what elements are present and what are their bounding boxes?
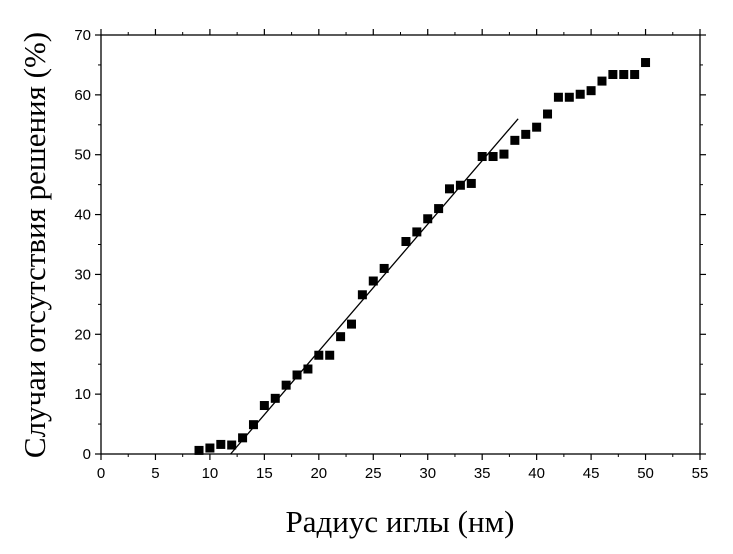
data-point bbox=[292, 370, 302, 380]
data-point bbox=[434, 204, 444, 214]
data-point bbox=[532, 122, 542, 132]
data-point bbox=[477, 152, 487, 162]
y-tick-label: 20 bbox=[74, 326, 91, 343]
data-point bbox=[412, 227, 422, 237]
y-tick-label: 40 bbox=[74, 207, 91, 224]
x-tick-label: 5 bbox=[151, 465, 159, 482]
data-point bbox=[227, 440, 237, 450]
data-point bbox=[336, 332, 346, 342]
data-point bbox=[379, 263, 389, 273]
data-point bbox=[238, 433, 248, 443]
fit-line bbox=[230, 118, 519, 455]
data-point bbox=[325, 350, 335, 360]
data-point bbox=[346, 319, 356, 329]
data-point bbox=[597, 76, 607, 86]
x-tick-label: 15 bbox=[256, 465, 273, 482]
data-point bbox=[553, 92, 563, 102]
data-point bbox=[194, 445, 204, 455]
data-point bbox=[488, 152, 498, 162]
x-tick-label: 20 bbox=[310, 465, 327, 482]
y-tick-label: 10 bbox=[74, 386, 91, 403]
data-point bbox=[248, 420, 258, 430]
x-tick-label: 50 bbox=[637, 465, 654, 482]
data-point bbox=[205, 443, 215, 453]
x-tick-label: 10 bbox=[202, 465, 219, 482]
data-point bbox=[401, 237, 411, 247]
data-point bbox=[619, 70, 629, 80]
x-tick-label: 0 bbox=[97, 465, 105, 482]
data-point bbox=[630, 70, 640, 80]
data-point bbox=[510, 135, 520, 145]
plot-area bbox=[100, 34, 701, 455]
y-axis-title: Случаи отсутствия решения (%) bbox=[17, 32, 52, 458]
y-tick-label: 50 bbox=[74, 147, 91, 164]
data-point bbox=[586, 86, 596, 96]
x-tick-label: 40 bbox=[528, 465, 545, 482]
data-point bbox=[270, 393, 280, 403]
data-point bbox=[281, 380, 291, 390]
data-points bbox=[194, 58, 651, 455]
data-point bbox=[445, 184, 455, 194]
data-point bbox=[368, 276, 378, 286]
x-tick-label: 25 bbox=[365, 465, 382, 482]
x-tick-label: 45 bbox=[583, 465, 600, 482]
x-axis-ticks: 0 5 10 15 20 25 30 35 40 45 50 55 bbox=[97, 29, 709, 482]
x-axis-title: Радиус иглы (нм) bbox=[285, 504, 514, 539]
x-tick-label: 55 bbox=[692, 465, 709, 482]
data-point bbox=[499, 149, 509, 159]
data-point bbox=[521, 129, 531, 139]
data-point bbox=[455, 180, 465, 190]
data-point bbox=[357, 290, 367, 300]
y-tick-label: 30 bbox=[74, 266, 91, 283]
data-point bbox=[259, 401, 269, 411]
data-point bbox=[564, 92, 574, 102]
plot-frame bbox=[100, 34, 701, 455]
x-tick-label: 35 bbox=[474, 465, 491, 482]
data-point bbox=[575, 89, 585, 99]
y-tick-label: 0 bbox=[83, 446, 91, 463]
data-point bbox=[608, 70, 618, 80]
y-tick-label: 60 bbox=[74, 87, 91, 104]
data-point bbox=[423, 214, 433, 224]
data-point bbox=[216, 439, 226, 449]
data-point bbox=[466, 178, 476, 188]
data-point bbox=[543, 109, 553, 119]
y-tick-label: 70 bbox=[74, 27, 91, 44]
data-point bbox=[641, 58, 651, 68]
fit-line-group bbox=[230, 118, 519, 455]
y-axis-ticks: 0 10 20 30 40 50 60 70 bbox=[74, 27, 706, 463]
data-point bbox=[314, 350, 324, 360]
data-point bbox=[303, 364, 313, 374]
x-tick-label: 30 bbox=[419, 465, 436, 482]
